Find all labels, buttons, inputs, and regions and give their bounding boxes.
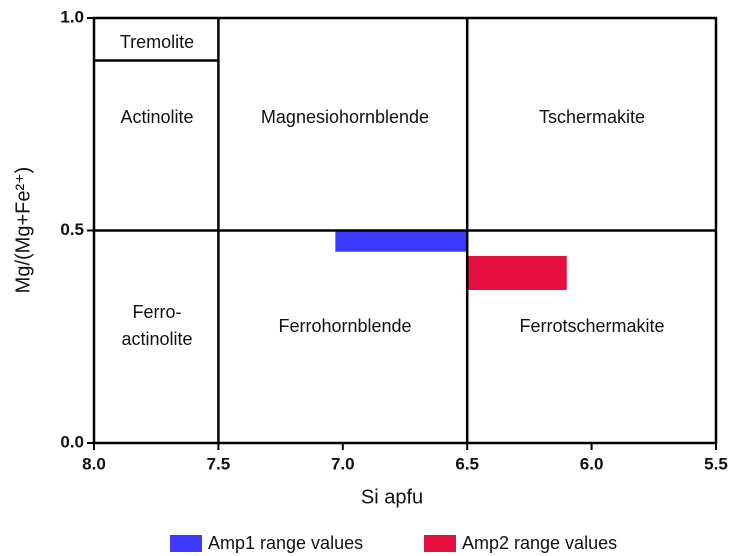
- legend-swatch: [424, 535, 456, 552]
- x-tick-label: 6.5: [455, 454, 479, 473]
- y-tick-label: 1.0: [60, 7, 84, 26]
- region-label: Magnesiohornblende: [261, 107, 429, 127]
- y-tick-label: 0.5: [60, 220, 84, 239]
- legend-label: Amp2 range values: [462, 533, 617, 553]
- region-label: Actinolite: [120, 107, 193, 127]
- x-tick-label: 6.0: [580, 454, 604, 473]
- x-tick-label: 7.0: [331, 454, 355, 473]
- range-box: [467, 256, 567, 290]
- region-label: Ferro-: [133, 302, 182, 322]
- region-label: Tschermakite: [539, 107, 645, 127]
- y-axis-label: Mg/(Mg+Fe²⁺): [12, 167, 34, 294]
- x-tick-label: 7.5: [207, 454, 231, 473]
- legend-label: Amp1 range values: [208, 533, 363, 553]
- y-tick-label: 0.0: [60, 432, 84, 451]
- x-tick-label: 5.5: [704, 454, 728, 473]
- legend-swatch: [170, 535, 202, 552]
- x-tick-label: 8.0: [82, 454, 106, 473]
- region-label: actinolite: [121, 329, 192, 349]
- x-axis-label: Si apfu: [361, 486, 423, 508]
- region-label: Ferrohornblende: [278, 316, 411, 336]
- range-box: [335, 230, 468, 252]
- region-label: Tremolite: [120, 32, 194, 52]
- region-label: Ferrotschermakite: [519, 316, 664, 336]
